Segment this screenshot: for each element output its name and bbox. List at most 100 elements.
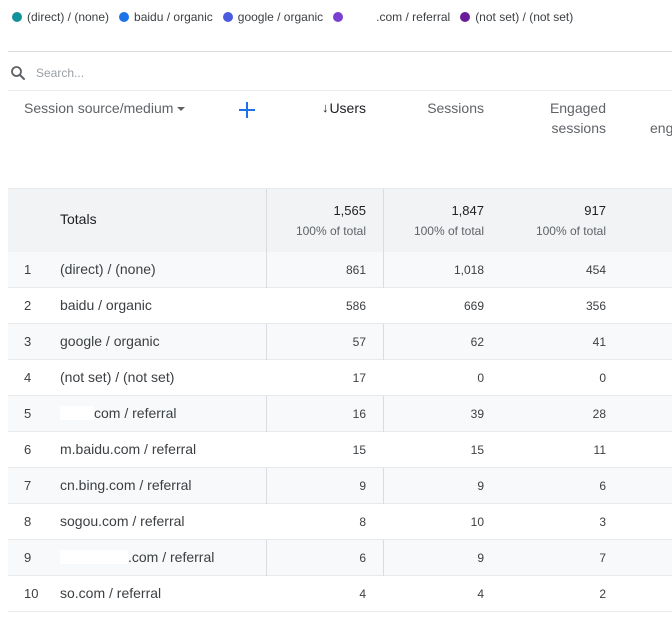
row-users: 4 bbox=[359, 587, 366, 601]
search-input[interactable] bbox=[36, 66, 436, 80]
redacted-text bbox=[60, 406, 94, 420]
row-users: 6 bbox=[359, 551, 366, 565]
row-engaged: 3 bbox=[599, 515, 606, 529]
table-row[interactable]: 10 so.com / referral 4 4 2 bbox=[8, 576, 672, 612]
row-dimension-text: google / organic bbox=[60, 333, 160, 349]
legend-item-notset[interactable]: (not set) / (not set) bbox=[460, 10, 573, 24]
row-dimension-text: m.baidu.com / referral bbox=[60, 441, 197, 457]
users-header-label: Users bbox=[329, 100, 366, 116]
totals-sessions-value: 1,847 bbox=[451, 203, 484, 218]
column-divider bbox=[383, 189, 384, 253]
legend-label: baidu / organic bbox=[134, 10, 213, 24]
totals-users-value: 1,565 bbox=[333, 203, 366, 218]
legend-dot bbox=[460, 12, 471, 22]
table-row[interactable]: 2 baidu / organic 586 669 356 bbox=[8, 288, 672, 324]
row-dimension: (not set) / (not set) bbox=[60, 369, 174, 385]
chevron-down-icon bbox=[177, 107, 186, 111]
row-users: 8 bbox=[359, 515, 366, 529]
row-dimension: cn.bing.com / referral bbox=[60, 477, 192, 493]
row-dimension: (direct) / (none) bbox=[60, 261, 156, 277]
row-index: 2 bbox=[24, 298, 32, 313]
row-dimension-text: (not set) / (not set) bbox=[60, 369, 175, 385]
table-row[interactable]: 9 .com / referral 6 9 7 bbox=[8, 540, 672, 576]
row-sessions: 669 bbox=[463, 299, 484, 313]
totals-sessions-percent: 100% of total bbox=[413, 224, 484, 238]
totals-label: Totals bbox=[60, 211, 97, 227]
legend-dot bbox=[333, 12, 344, 22]
row-sessions: 9 bbox=[477, 551, 484, 565]
row-dimension: so.com / referral bbox=[60, 585, 161, 601]
plus-icon bbox=[239, 102, 255, 118]
row-dimension-text: so.com / referral bbox=[60, 585, 162, 601]
table-row[interactable]: 8 sogou.com / referral 8 10 3 bbox=[8, 504, 672, 540]
row-sessions: 4 bbox=[477, 587, 484, 601]
legend-item-referral[interactable]: .com / referral bbox=[333, 10, 450, 24]
legend-label: .com / referral bbox=[376, 10, 451, 24]
row-engaged: 356 bbox=[585, 299, 606, 313]
row-index: 4 bbox=[24, 370, 32, 385]
row-dimension: .com / referral bbox=[60, 549, 214, 565]
row-index: 1 bbox=[24, 262, 32, 277]
row-index: 9 bbox=[24, 550, 32, 565]
row-sessions: 1,018 bbox=[453, 263, 484, 277]
row-engaged: 7 bbox=[599, 551, 606, 565]
row-users: 861 bbox=[345, 263, 366, 277]
totals-row: Totals 1,565 100% of total 1,847 100% of… bbox=[8, 188, 672, 253]
row-index: 7 bbox=[24, 478, 32, 493]
users-column-header[interactable]: ↓ Users bbox=[322, 98, 366, 118]
row-engaged: 28 bbox=[592, 407, 606, 421]
add-dimension-button[interactable] bbox=[236, 99, 258, 121]
column-divider bbox=[266, 540, 267, 576]
row-engaged: 2 bbox=[599, 587, 606, 601]
row-dimension: baidu / organic bbox=[60, 297, 152, 313]
legend-dot bbox=[222, 12, 233, 22]
chart-legend: (direct) / (none) baidu / organic google… bbox=[12, 8, 583, 26]
row-dimension-text: com / referral bbox=[94, 405, 177, 421]
row-users: 9 bbox=[359, 479, 366, 493]
legend-dot bbox=[12, 12, 22, 22]
legend-label: (not set) / (not set) bbox=[475, 10, 574, 24]
sort-descending-icon: ↓ bbox=[321, 100, 329, 115]
engaged-header-line1: Engaged bbox=[549, 100, 606, 116]
table-row[interactable]: 1 (direct) / (none) 861 1,018 454 bbox=[8, 252, 672, 288]
table-row[interactable]: 7 cn.bing.com / referral 9 9 6 bbox=[8, 468, 672, 504]
row-sessions: 0 bbox=[477, 371, 484, 385]
column-divider bbox=[266, 324, 267, 360]
row-dimension: google / organic bbox=[60, 333, 160, 349]
table-row[interactable]: 6 m.baidu.com / referral 15 15 11 bbox=[8, 432, 672, 468]
totals-users-percent: 100% of total bbox=[295, 224, 366, 238]
totals-engaged-percent: 100% of total bbox=[535, 224, 606, 238]
divider bbox=[8, 51, 672, 52]
redacted-text bbox=[60, 550, 128, 564]
legend-item-direct[interactable]: (direct) / (none) bbox=[12, 10, 109, 24]
column-divider bbox=[383, 324, 384, 360]
table-row[interactable]: 3 google / organic 57 62 41 bbox=[8, 324, 672, 360]
row-dimension-text: cn.bing.com / referral bbox=[60, 477, 192, 493]
sessions-column-header[interactable]: Sessions bbox=[427, 100, 484, 116]
totals-engaged: 917 100% of total bbox=[536, 189, 606, 253]
legend-item-google[interactable]: google / organic bbox=[222, 10, 324, 24]
table-row[interactable]: 5 com / referral 16 39 28 bbox=[8, 396, 672, 432]
row-index: 6 bbox=[24, 442, 32, 457]
row-users: 586 bbox=[345, 299, 366, 313]
column-divider bbox=[383, 468, 384, 504]
row-dimension-text: .com / referral bbox=[128, 549, 215, 565]
engaged-sessions-column-header[interactable]: Engaged sessions bbox=[550, 98, 606, 138]
row-dimension: sogou.com / referral bbox=[60, 513, 185, 529]
dimension-column-header[interactable]: Session source/medium bbox=[24, 98, 186, 118]
table-row[interactable]: 4 (not set) / (not set) 17 0 0 bbox=[8, 360, 672, 396]
row-sessions: 9 bbox=[477, 479, 484, 493]
row-sessions: 15 bbox=[470, 443, 484, 457]
legend-dot bbox=[119, 12, 130, 22]
dimension-header-label: Session source/medium bbox=[24, 100, 174, 116]
row-engaged: 41 bbox=[592, 335, 606, 349]
column-divider bbox=[383, 396, 384, 432]
legend-label: google / organic bbox=[237, 10, 324, 24]
row-engaged: 6 bbox=[599, 479, 606, 493]
truncated-column-header[interactable]: eng bbox=[650, 120, 672, 136]
legend-item-baidu[interactable]: baidu / organic bbox=[119, 10, 213, 24]
row-users: 17 bbox=[352, 371, 366, 385]
row-dimension-text: (direct) / (none) bbox=[60, 261, 156, 277]
column-divider bbox=[383, 252, 384, 288]
row-index: 5 bbox=[24, 406, 32, 421]
